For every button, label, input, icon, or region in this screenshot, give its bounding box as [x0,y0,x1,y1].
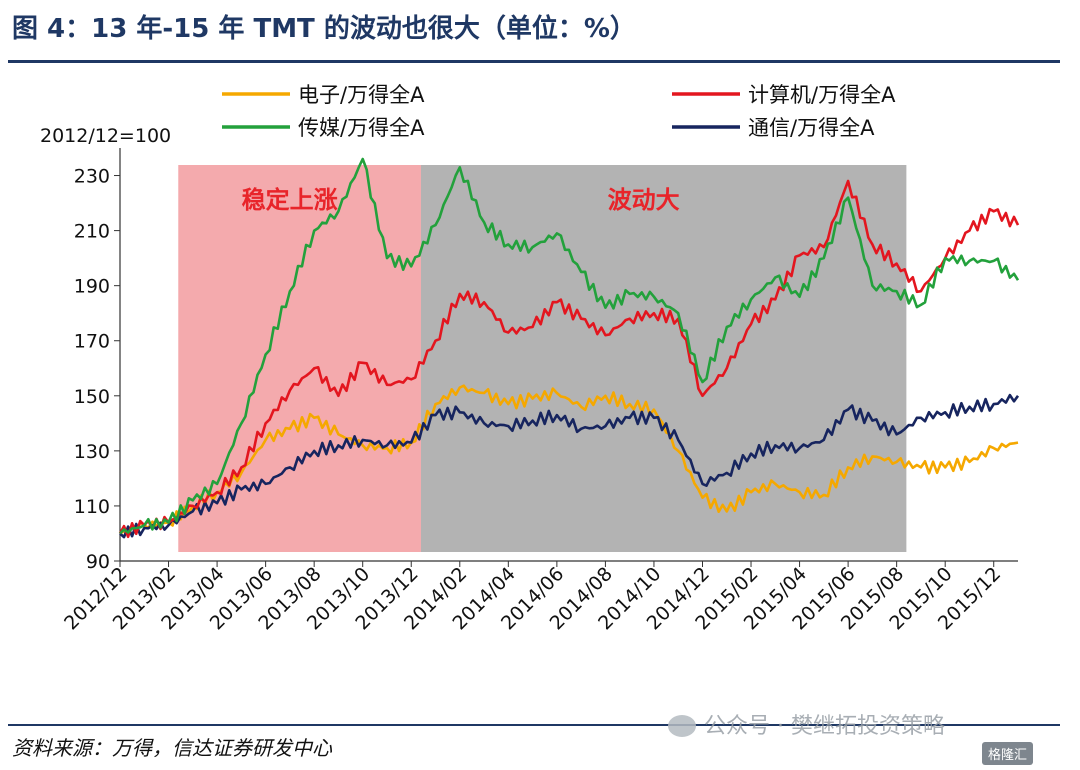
series-line-4 [119,393,1020,539]
period-bands: 稳定上涨 波动大 [178,165,907,552]
y-tick-label: 150 [74,386,110,408]
legend-label-2: 计算机/万得全A [748,83,896,107]
legend: 电子/万得全A 计算机/万得全A 传媒/万得全A 通信/万得全A [222,83,896,140]
figure-title: 图 4：13 年-15 年 TMT 的波动也很大（单位：%） [12,14,636,44]
y-tick-label: 170 [74,331,110,353]
bottom-rule [8,724,1060,726]
series-line-3 [119,157,1020,535]
series-line-2 [118,179,1020,539]
legend-label-1: 电子/万得全A [298,83,425,107]
period-band-label-2: 波动大 [608,186,680,214]
line-chart: 稳定上涨 波动大 901101301501701902102302012/1220… [40,83,1020,634]
watermark: 公众号 · 樊继拓投资策略 [668,708,945,740]
period-band-1 [178,165,421,552]
base-note: 2012/12=100 [40,125,171,147]
series-line-1 [119,384,1019,535]
corner-logo: 格隆汇 [982,742,1034,765]
axes [119,148,1018,562]
period-band-label-1: 稳定上涨 [242,186,338,214]
legend-label-4: 通信/万得全A [748,116,875,140]
watermark-text: 公众号 · 樊继拓投资策略 [704,714,945,739]
top-rule [8,60,1060,63]
series-lines [118,157,1020,539]
y-tick-label: 210 [74,221,110,243]
wechat-icon [668,715,696,737]
y-tick-label: 230 [74,166,110,188]
period-band-2 [420,165,907,552]
y-tick-label: 110 [74,496,110,518]
legend-label-3: 传媒/万得全A [298,116,425,140]
y-tick-label: 90 [86,551,110,573]
source-note: 资料来源：万得，信达证券研发中心 [12,736,332,760]
y-tick-label: 130 [74,441,110,463]
y-tick-label: 190 [74,276,110,298]
